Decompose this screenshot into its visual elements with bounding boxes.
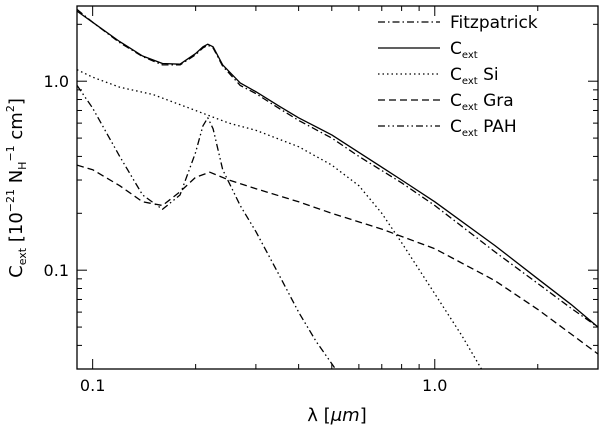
series-layer	[77, 8, 598, 369]
series-total-line	[77, 10, 598, 328]
legend-fitzpatrick-label: Fitzpatrick	[450, 13, 538, 33]
series-si-line	[77, 69, 483, 369]
legend-total-label: Cext	[450, 39, 478, 61]
svg-text:Cext [10−21 NH−1 cm2]: Cext [10−21 NH−1 cm2]	[4, 98, 29, 278]
x-axis-label: λ [μm]	[307, 405, 366, 426]
series-pah-line	[77, 85, 337, 369]
plot-frame	[76, 5, 599, 370]
y-axis-label: Cext [10−21 NH−1 cm2]	[4, 98, 29, 278]
axis-ticks: 0.1 1.0 0.1 1.0	[44, 6, 599, 395]
series-gra-line	[77, 164, 598, 355]
x-tick-label: 0.1	[80, 376, 105, 395]
legend-pah-label: Cext PAH	[450, 117, 517, 139]
legend: Fitzpatrick Cext Cext Si Cext Gra Cext PAH	[378, 13, 538, 139]
series-fitzpatrick-line	[77, 8, 598, 328]
legend-si-label: Cext Si	[450, 65, 499, 87]
y-tick-label: 1.0	[44, 72, 69, 91]
legend-gra-label: Cext Gra	[450, 91, 514, 113]
x-tick-label: 1.0	[422, 376, 447, 395]
y-tick-label: 0.1	[44, 261, 69, 280]
